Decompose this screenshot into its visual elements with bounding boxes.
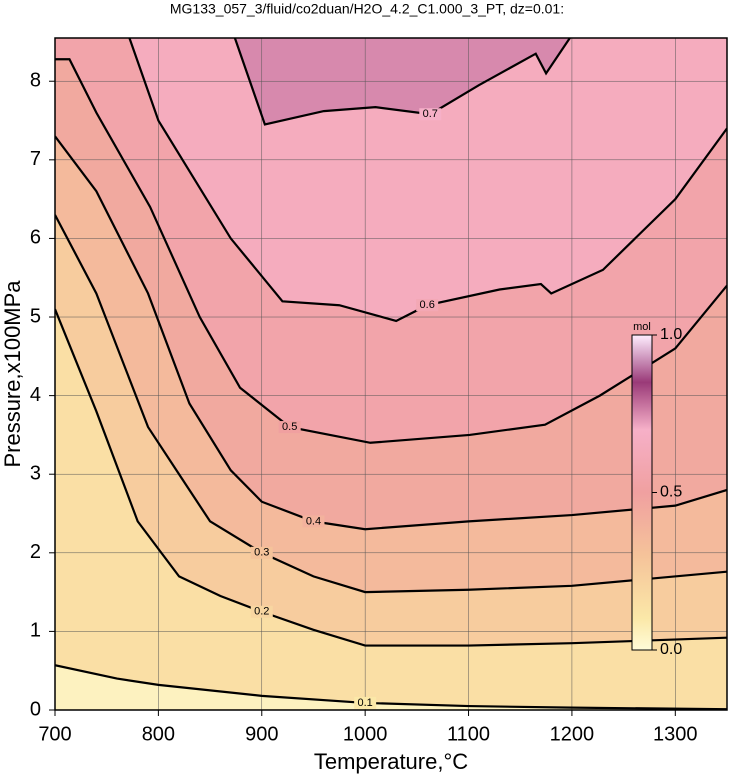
contour-label-bg: [419, 108, 442, 121]
x-tick-label: 700: [38, 723, 71, 745]
contour-label-bg: [250, 546, 273, 559]
contour-label-bg: [302, 515, 325, 528]
contour-label-bg: [250, 605, 273, 618]
contour-label: 0.5: [282, 421, 297, 433]
y-tick-label: 3: [30, 462, 41, 484]
chart-title: MG133_057_3/fluid/co2duan/H2O_4.2_C1.000…: [170, 1, 564, 17]
colorbar: [631, 334, 653, 651]
contour-label: 0.7: [423, 108, 438, 120]
colorbar-title: mol: [633, 321, 651, 333]
contour-line: [55, 664, 727, 710]
contour-label: 0.2: [254, 606, 269, 618]
y-tick-label: 0: [30, 698, 41, 720]
contour-label-bg: [416, 299, 439, 312]
colorbar-tick-label: 0.0: [660, 641, 682, 658]
contour-line: [55, 135, 727, 531]
colorbar-tick-label: 1.0: [660, 326, 682, 343]
x-tick-label: 1300: [653, 723, 698, 745]
contour-label-bg: [278, 421, 301, 434]
y-tick-label: 6: [30, 227, 41, 249]
colorbar-tick-label: 0.5: [660, 484, 682, 501]
contour-label: 0.3: [254, 547, 269, 559]
contour-label: 0.1: [358, 697, 373, 709]
y-tick-label: 2: [30, 541, 41, 563]
y-tick-label: 7: [30, 148, 41, 170]
contour-label: 0.6: [420, 299, 435, 311]
x-axis-label: Temperature,°C: [314, 749, 468, 774]
plot-frame: [54, 37, 728, 711]
x-tick-label: 1000: [343, 723, 388, 745]
overlay: 700 800 900 1000 1100 1200 1300 0 1 2 3 4 5 6 7 8 mol 0.0…: [30, 37, 728, 745]
y-axis-label: Pressure,x100MPa: [0, 280, 25, 468]
y-tick-label: 1: [30, 620, 41, 642]
contour-label-bg: [354, 696, 377, 709]
y-tick-label: 8: [30, 70, 41, 92]
x-tick-label: 1200: [550, 723, 595, 745]
x-tick-label: 1100: [447, 723, 490, 745]
plot-area: 0.1 0.2 0.3 0.4 0.5 0.6 0.7: [55, 38, 727, 710]
contour-label: 0.4: [306, 515, 321, 527]
x-tick-label: 800: [142, 723, 175, 745]
y-tick-label: 5: [30, 305, 41, 327]
y-tick-label: 4: [30, 384, 41, 406]
x-tick-label: 900: [245, 723, 278, 745]
